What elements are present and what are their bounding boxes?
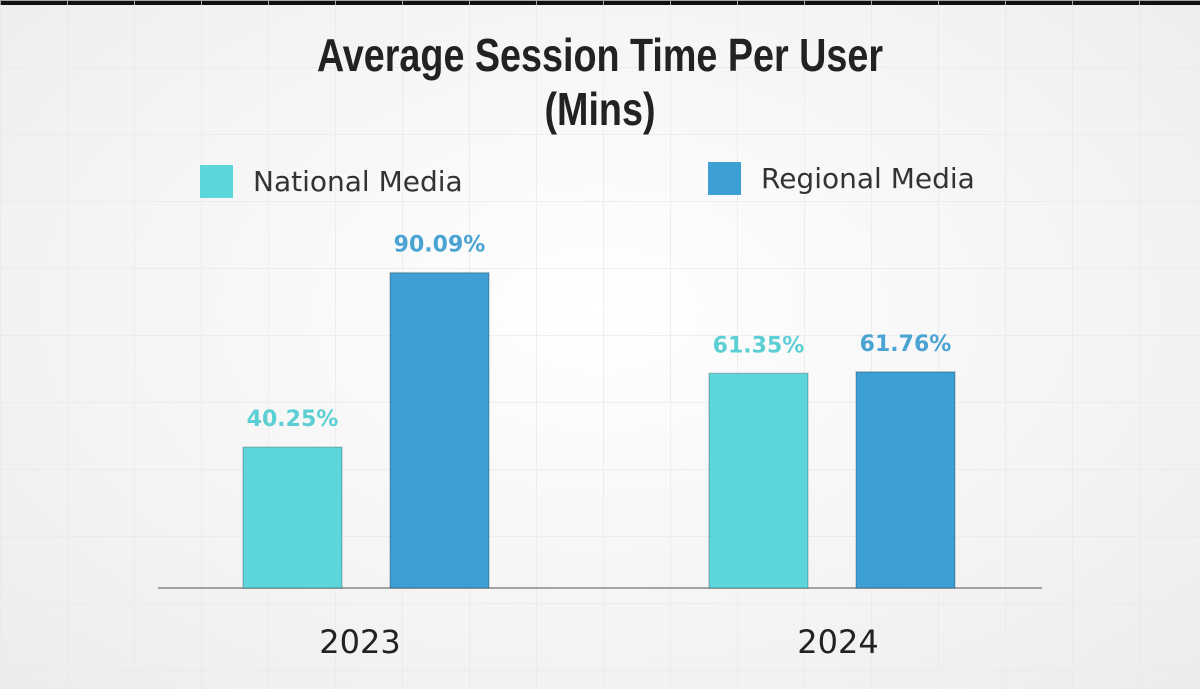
value-label: 40.25%: [247, 407, 339, 432]
legend-item-regional: Regional Media: [708, 162, 975, 195]
subtitle-line: (Mins): [544, 83, 656, 135]
x-tick-label: 2024: [797, 623, 878, 661]
x-tick-label: 2023: [319, 623, 400, 661]
legend-label: Regional Media: [761, 162, 975, 195]
bar-2024-regional: [855, 371, 956, 589]
legend-swatch-national: [200, 165, 233, 198]
chart-title: Average Session Time Per User (Mins): [108, 28, 1092, 136]
legend-swatch-regional: [708, 162, 741, 195]
value-label: 61.35%: [713, 333, 805, 358]
bar-2023-regional: [389, 271, 490, 589]
bar-2024-national: [708, 372, 809, 589]
legend-label: National Media: [253, 165, 463, 198]
legend-item-national: National Media: [200, 165, 463, 198]
bar-2023-national: [242, 446, 343, 589]
title-line: Average Session Time Per User: [316, 29, 884, 81]
value-label: 90.09%: [394, 233, 486, 258]
value-label: 61.76%: [860, 332, 952, 357]
